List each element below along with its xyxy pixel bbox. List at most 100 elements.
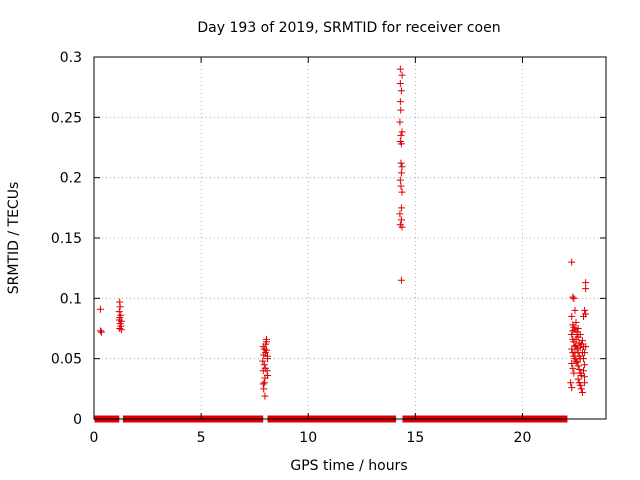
- data-point: [261, 364, 269, 372]
- data-point: [396, 80, 404, 88]
- data-point: [262, 335, 270, 343]
- data-point: [261, 392, 269, 400]
- data-point: [397, 216, 405, 224]
- data-point: [396, 65, 404, 73]
- data-point: [582, 343, 590, 351]
- data-point: [396, 176, 404, 184]
- data-point: [582, 310, 590, 318]
- data-point: [581, 361, 589, 369]
- data-point: [580, 355, 588, 363]
- data-point: [569, 327, 577, 335]
- data-point: [568, 258, 576, 266]
- data-point: [571, 349, 579, 357]
- data-point: [396, 118, 404, 126]
- data-point: [574, 325, 582, 332]
- x-tick-label: 5: [197, 430, 206, 446]
- data-point: [264, 355, 272, 363]
- data-point: [96, 327, 104, 335]
- y-tick-label: 0.2: [60, 171, 82, 187]
- data-point: [573, 345, 581, 353]
- data-point: [578, 337, 586, 345]
- data-point: [262, 346, 270, 354]
- y-tick-label: 0.1: [60, 291, 82, 307]
- data-point: [577, 372, 585, 380]
- x-tick-label: 15: [406, 430, 424, 446]
- data-point: [573, 358, 581, 366]
- data-point: [260, 379, 268, 387]
- data-point: [574, 375, 582, 383]
- data-point: [397, 276, 405, 284]
- data-point: [582, 279, 590, 287]
- data-point: [580, 367, 588, 375]
- data-point: [582, 285, 590, 293]
- data-point: [396, 210, 404, 218]
- chart-title: Day 193 of 2019, SRMTID for receiver coe…: [197, 20, 500, 36]
- y-tick-labels: 0 0.05 0.1 0.15 0.2 0.25 0.3: [51, 50, 82, 428]
- data-point: [572, 335, 580, 343]
- data-point: [568, 312, 576, 320]
- data-point: [115, 316, 123, 324]
- data-points: [96, 65, 590, 400]
- data-point: [398, 128, 406, 136]
- data-point: [577, 385, 585, 393]
- x-tick-label: 20: [514, 430, 532, 446]
- data-point: [569, 364, 577, 372]
- data-point: [117, 326, 125, 334]
- data-point: [96, 305, 104, 313]
- data-point: [570, 294, 578, 302]
- grid-lines: [94, 57, 606, 419]
- data-point: [567, 379, 575, 387]
- x-tick-labels: 0 5 10 15 20: [90, 430, 532, 446]
- data-point: [398, 71, 406, 79]
- y-tick-label: 0.05: [51, 352, 82, 368]
- data-point: [397, 204, 405, 212]
- axis-ticks: [93, 56, 606, 420]
- data-point: [397, 87, 405, 95]
- data-point: [397, 182, 405, 190]
- data-point: [397, 169, 405, 177]
- data-point: [574, 362, 582, 370]
- y-tick-label: 0.3: [60, 50, 82, 66]
- data-point: [116, 303, 124, 311]
- data-point: [568, 359, 576, 367]
- data-point: [572, 318, 580, 326]
- data-point: [397, 106, 405, 114]
- data-point: [260, 361, 268, 369]
- data-point: [398, 223, 406, 231]
- data-point: [576, 344, 584, 352]
- data-point: [581, 379, 589, 387]
- data-point: [576, 381, 584, 389]
- data-point: [97, 328, 105, 336]
- data-point: [259, 357, 267, 365]
- data-point: [116, 325, 124, 332]
- data-point: [398, 188, 406, 196]
- data-point: [259, 380, 267, 388]
- data-point: [572, 341, 580, 349]
- data-point: [570, 369, 578, 377]
- data-point: [398, 163, 406, 171]
- y-axis-label: SRMTID / TECUs: [6, 182, 22, 295]
- data-point: [396, 98, 404, 106]
- y-tick-label: 0: [73, 412, 82, 428]
- data-point: [568, 384, 576, 392]
- x-tick-label: 10: [299, 430, 317, 446]
- y-tick-label: 0.25: [51, 110, 82, 126]
- data-point: [576, 331, 584, 339]
- data-point: [581, 349, 589, 357]
- x-axis-label: GPS time / hours: [290, 458, 407, 474]
- data-point: [571, 306, 579, 314]
- data-point: [581, 373, 589, 381]
- data-point: [572, 357, 580, 365]
- data-point: [397, 159, 405, 167]
- data-point: [575, 366, 583, 374]
- data-point: [115, 308, 123, 316]
- data-point: [578, 388, 586, 396]
- data-point: [264, 372, 272, 380]
- data-point: [569, 293, 577, 301]
- y-tick-label: 0.15: [51, 231, 82, 247]
- data-point: [397, 131, 405, 139]
- data-point: [581, 306, 589, 314]
- x-tick-label: 0: [90, 430, 99, 446]
- data-point: [397, 140, 405, 148]
